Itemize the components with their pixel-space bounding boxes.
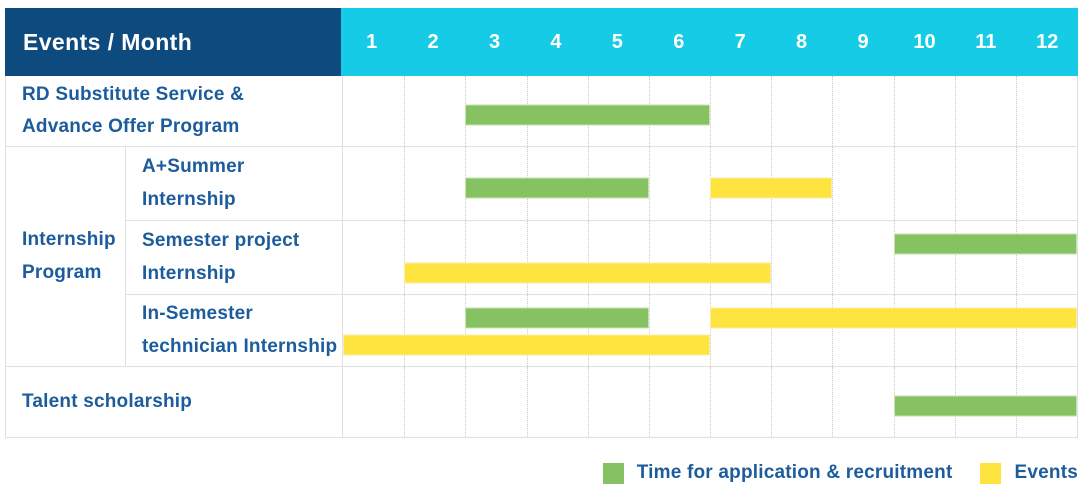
table-body: RD Substitute Service & Advance Offer Pr… — [5, 76, 1078, 438]
month-gridline — [1015, 295, 1017, 366]
month-gridline — [587, 221, 589, 294]
month-gridline — [771, 76, 773, 146]
month-gridline — [710, 76, 711, 146]
row-label-semester-project-internship: Semester project Internship — [125, 220, 342, 294]
month-gridline — [710, 221, 711, 294]
gantt-bar-yellow — [710, 307, 1077, 329]
month-gridline — [893, 76, 895, 146]
legend: Time for application & recruitment Event… — [5, 462, 1078, 484]
header-title: Events / Month — [5, 8, 341, 76]
month-gridline — [648, 295, 650, 366]
events-month-gantt: Events / Month 1 2 3 4 5 6 7 8 9 10 11 12 RD Substi… — [5, 8, 1078, 438]
month-gridline — [587, 367, 589, 437]
table-header: Events / Month 1 2 3 4 5 6 7 8 9 10 11 12 — [5, 8, 1078, 76]
month-label: 12 — [1036, 30, 1059, 53]
month-gridline — [954, 147, 956, 220]
month-gridline — [893, 295, 895, 366]
gantt-bar-green — [893, 233, 1077, 255]
gantt-row-chart — [342, 366, 1077, 437]
month-gridline — [710, 295, 711, 366]
month-label: 1 — [366, 30, 378, 53]
month-gridline — [832, 221, 834, 294]
month-label: 8 — [796, 30, 808, 53]
row-label-a-plus-summer-internship: A+Summer Internship — [125, 146, 342, 220]
month-gridline — [465, 295, 467, 366]
row-label-in-semester-technician-internship: In-Semester technician Internship — [125, 294, 342, 366]
month-label: 3 — [488, 30, 501, 53]
month-gridline — [404, 221, 406, 294]
month-gridline — [404, 295, 406, 366]
gantt-bar-green — [893, 395, 1077, 417]
month-label: 10 — [913, 30, 936, 53]
month-label: 2 — [427, 30, 439, 53]
gantt-row-chart — [342, 146, 1077, 220]
month-gridline — [954, 76, 956, 146]
month-label: 5 — [611, 30, 623, 53]
gantt-bar-green — [465, 104, 710, 126]
gantt-bar-green — [465, 307, 649, 329]
month-label: 9 — [857, 30, 869, 53]
month-gridline — [648, 367, 650, 437]
row-label-rd-substitute-service: RD Substitute Service & Advance Offer Pr… — [22, 83, 245, 137]
month-gridline — [771, 221, 773, 294]
month-gridline — [832, 147, 834, 220]
month-gridline — [771, 295, 773, 366]
legend-label: Time for application & recruitment — [636, 462, 953, 483]
month-label: 4 — [550, 30, 562, 53]
legend-label: Events — [1014, 462, 1078, 483]
month-gridline — [832, 295, 834, 366]
month-gridline — [893, 147, 895, 220]
month-header-row: 1 2 3 4 5 6 7 8 9 10 11 12 — [341, 8, 1078, 76]
gantt-row-chart — [342, 220, 1077, 294]
month-gridline — [526, 221, 528, 294]
month-gridline — [1015, 221, 1017, 294]
month-gridline — [1015, 147, 1017, 220]
legend-swatch-yellow — [980, 462, 1002, 484]
month-gridline — [404, 367, 406, 437]
month-gridline — [832, 367, 834, 437]
month-gridline — [1015, 76, 1017, 146]
gantt-bar-yellow — [404, 262, 772, 284]
gantt-row-chart — [342, 294, 1077, 366]
month-gridline — [954, 295, 956, 366]
month-gridline — [648, 221, 650, 294]
month-gridline — [465, 221, 467, 294]
month-label: 11 — [975, 30, 997, 53]
month-gridline — [893, 221, 895, 294]
gantt-bar-yellow — [343, 334, 710, 356]
legend-item-application-recruitment: Time for application & recruitment — [602, 462, 953, 484]
month-gridline — [648, 147, 650, 220]
legend-item-events: Events — [980, 462, 1078, 484]
month-gridline — [954, 221, 956, 294]
month-label: 7 — [734, 30, 746, 53]
month-gridline — [771, 367, 773, 437]
month-gridline — [587, 295, 589, 366]
month-gridline — [710, 367, 711, 437]
month-gridline — [526, 295, 528, 366]
month-gridline — [526, 367, 528, 437]
month-gridline — [404, 147, 406, 220]
month-gridline — [465, 367, 467, 437]
gantt-row-chart — [342, 76, 1077, 146]
gantt-bar-yellow — [710, 177, 833, 199]
month-label: 6 — [673, 30, 685, 53]
row-group-label-internship-program: Internship Program — [6, 146, 125, 366]
month-gridline — [404, 76, 406, 146]
legend-swatch-green — [602, 462, 624, 484]
gantt-bar-green — [465, 177, 649, 199]
row-label-talent-scholarship: Talent scholarship — [6, 366, 342, 437]
month-gridline — [832, 76, 834, 146]
